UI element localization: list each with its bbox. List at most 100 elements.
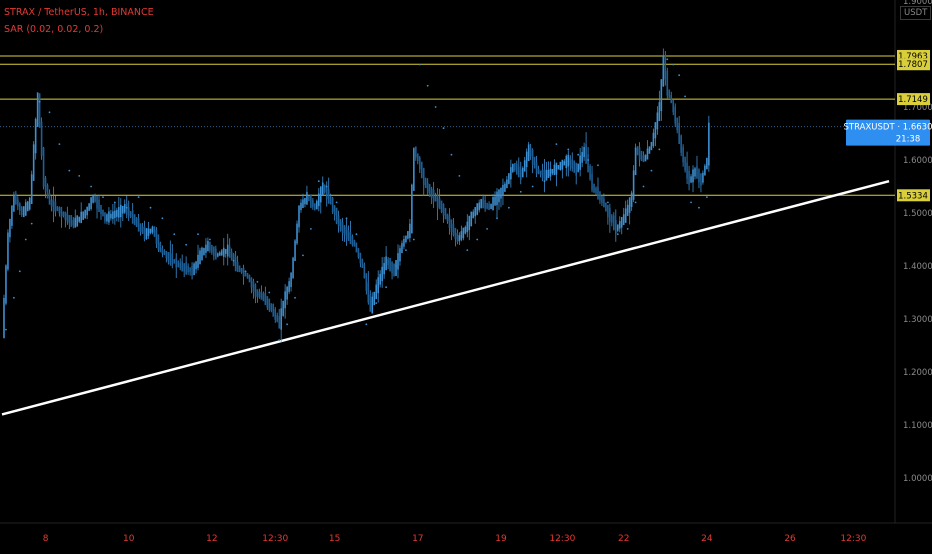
- candle-body: [134, 214, 136, 225]
- candle-body: [567, 155, 569, 167]
- sar-dot: [221, 249, 223, 251]
- sar-dot: [556, 143, 558, 145]
- candle-body: [144, 226, 146, 239]
- candle-body: [627, 205, 629, 216]
- candle-body: [510, 167, 512, 179]
- candle-body: [241, 268, 243, 273]
- price-level-value: 1.7807: [898, 60, 928, 70]
- chart-title: STRAX / TetherUS, 1h, BINANCE: [4, 7, 154, 18]
- candle-body: [368, 282, 370, 302]
- sar-dot: [427, 85, 429, 87]
- candle-body: [625, 208, 627, 222]
- candle-body: [205, 245, 207, 253]
- sar-dot: [508, 207, 510, 209]
- x-tick-label: 19: [495, 534, 507, 544]
- candle-body: [160, 243, 162, 253]
- candle-body: [164, 250, 166, 255]
- candle-body: [558, 165, 560, 169]
- candle-body: [678, 123, 680, 144]
- y-tick-label: 1.4000: [903, 262, 932, 272]
- candle-body: [676, 118, 678, 130]
- candle-body: [31, 174, 33, 204]
- candle-body: [423, 168, 425, 185]
- candle-body: [516, 164, 518, 175]
- candle-body: [37, 92, 39, 127]
- candle-body: [130, 212, 132, 218]
- sar-dot: [294, 297, 296, 299]
- x-tick-label: 26: [784, 534, 796, 544]
- candle-body: [71, 215, 73, 227]
- sar-dot: [607, 202, 609, 204]
- candle-body: [534, 157, 536, 169]
- candle-body: [284, 291, 286, 308]
- candle-body: [171, 254, 173, 266]
- candle-body: [261, 292, 263, 300]
- candle-body: [150, 229, 152, 234]
- candle-body: [237, 262, 239, 272]
- sar-dot: [476, 239, 478, 241]
- candle-body: [405, 236, 407, 243]
- candle-body: [597, 187, 599, 200]
- price-level-value: 1.5334: [898, 191, 928, 201]
- candle-body: [441, 201, 443, 213]
- currency-unit-box[interactable]: USDT: [900, 6, 931, 20]
- candle-body: [342, 222, 344, 233]
- candle-body: [696, 166, 698, 179]
- sar-dot: [706, 196, 708, 198]
- candle-body: [251, 278, 253, 288]
- candle-body: [643, 155, 645, 162]
- candle-body: [3, 298, 5, 338]
- candle-body: [615, 220, 617, 234]
- candle-body: [472, 212, 474, 219]
- candle-body: [265, 293, 267, 305]
- candle-body: [401, 243, 403, 253]
- sar-dot: [318, 180, 320, 182]
- candle-body: [207, 241, 209, 251]
- sar-dot: [567, 149, 569, 151]
- candle-body: [49, 193, 51, 205]
- candle-body: [166, 251, 168, 258]
- sar-dot: [627, 228, 629, 230]
- candle-body: [302, 199, 304, 208]
- candle-body: [94, 196, 96, 202]
- sar-dot: [102, 196, 104, 198]
- candle-body: [591, 174, 593, 190]
- candle-body: [560, 162, 562, 170]
- candle-body: [201, 248, 203, 261]
- sar-dot: [405, 249, 407, 251]
- candle-body: [215, 249, 217, 260]
- sar-dot: [672, 64, 674, 66]
- sar-dot: [39, 101, 41, 103]
- candle-body: [53, 199, 55, 212]
- candle-body: [270, 303, 272, 311]
- candle-body: [156, 230, 158, 244]
- candle-body: [336, 208, 338, 224]
- candle-body: [391, 261, 393, 273]
- candle-body: [203, 248, 205, 255]
- candle-body: [657, 113, 659, 130]
- candle-body: [98, 200, 100, 212]
- x-tick-label: 22: [618, 534, 629, 544]
- candle-body: [373, 292, 375, 305]
- sar-dot: [666, 58, 668, 60]
- candle-body: [259, 291, 261, 297]
- candle-body: [21, 207, 23, 215]
- candle-body: [209, 242, 211, 251]
- candle-body: [80, 212, 82, 223]
- candle-body: [601, 195, 603, 202]
- candle-body: [463, 228, 465, 238]
- candle-body: [124, 204, 126, 213]
- x-tick-label: 12:30: [549, 534, 575, 544]
- candle-body: [413, 148, 415, 191]
- candle-body: [704, 166, 706, 176]
- candle-body: [415, 146, 417, 157]
- candle-body: [332, 198, 334, 213]
- candle-body: [663, 56, 665, 86]
- candle-body: [29, 198, 31, 210]
- candle-body: [500, 188, 502, 199]
- candle-body: [136, 217, 138, 227]
- candle-body: [104, 212, 106, 221]
- sar-dot: [651, 170, 653, 172]
